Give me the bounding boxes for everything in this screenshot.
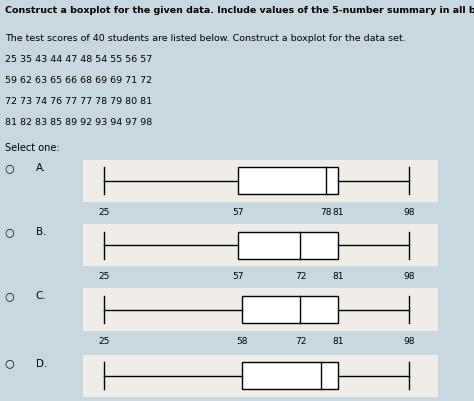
Text: B.: B. <box>36 227 46 237</box>
Text: 58: 58 <box>236 336 247 345</box>
Text: Construct a boxplot for the given data. Include values of the 5-number summary i: Construct a boxplot for the given data. … <box>5 6 474 15</box>
Text: ○: ○ <box>5 227 15 237</box>
Text: The test scores of 40 students are listed below. Construct a boxplot for the dat: The test scores of 40 students are liste… <box>5 34 405 43</box>
Text: ○: ○ <box>5 358 15 368</box>
Text: 81 82 83 85 89 92 93 94 97 98: 81 82 83 85 89 92 93 94 97 98 <box>5 117 152 126</box>
Text: 72 73 74 76 77 77 78 79 80 81: 72 73 74 76 77 77 78 79 80 81 <box>5 97 152 105</box>
Text: 81: 81 <box>332 272 344 281</box>
Bar <box>242 363 338 389</box>
Text: 81: 81 <box>332 336 344 345</box>
Text: 25 35 43 44 47 48 54 55 56 57: 25 35 43 44 47 48 54 55 56 57 <box>5 55 152 64</box>
Text: C.: C. <box>36 291 46 301</box>
Text: 81: 81 <box>332 208 344 217</box>
Text: Select one:: Select one: <box>5 142 59 152</box>
Text: 59 62 63 65 66 68 69 69 71 72: 59 62 63 65 66 68 69 69 71 72 <box>5 76 152 85</box>
Text: 98: 98 <box>403 336 415 345</box>
Text: 72: 72 <box>295 272 306 281</box>
Text: ○: ○ <box>5 291 15 301</box>
Text: 98: 98 <box>403 272 415 281</box>
Text: D.: D. <box>36 358 47 368</box>
Text: 78: 78 <box>320 208 331 217</box>
Text: ○: ○ <box>5 162 15 172</box>
Bar <box>237 168 338 195</box>
Text: 25: 25 <box>98 272 109 281</box>
Text: 57: 57 <box>232 272 244 281</box>
Text: 72: 72 <box>295 336 306 345</box>
Bar <box>242 296 338 323</box>
Text: 25: 25 <box>98 208 109 217</box>
Bar <box>237 232 338 259</box>
Text: 98: 98 <box>403 208 415 217</box>
Text: 57: 57 <box>232 208 244 217</box>
Text: A.: A. <box>36 162 46 172</box>
Text: 25: 25 <box>98 336 109 345</box>
